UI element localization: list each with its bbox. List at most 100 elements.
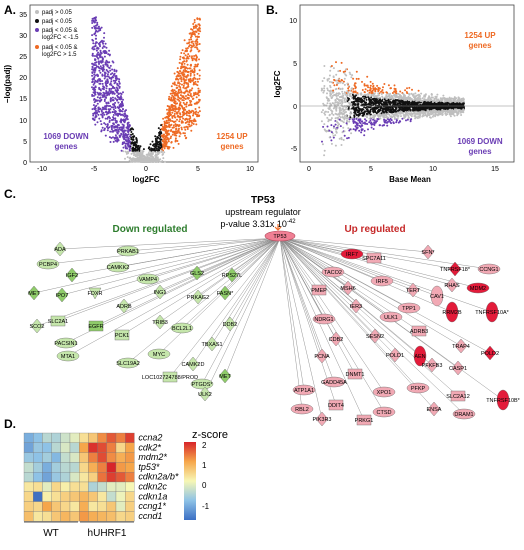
ma-dot — [405, 111, 408, 114]
ma-dot — [383, 116, 386, 119]
ma-dot — [443, 107, 446, 110]
ma-dot — [400, 106, 403, 109]
ma-dot — [364, 88, 367, 91]
ma-dot — [347, 87, 350, 90]
volcano-dot — [191, 87, 194, 90]
volcano-dot — [187, 82, 189, 85]
network-edge — [279, 237, 335, 383]
volcano-dot — [99, 82, 102, 85]
volcano-dot — [123, 121, 126, 124]
volcano-dot — [174, 139, 177, 142]
ma-dot — [461, 106, 464, 109]
volcano-dot — [125, 136, 128, 139]
b-xtick: 10 — [429, 166, 437, 173]
volcano-dot — [96, 54, 99, 57]
ma-dot — [363, 121, 366, 124]
ma-dot — [362, 122, 365, 125]
volcano-dot — [141, 151, 144, 154]
ma-dot — [335, 131, 338, 134]
volcano-dot — [103, 77, 106, 80]
volcano-dot — [195, 123, 198, 126]
volcano-dot — [189, 93, 192, 95]
gene-node-label: FASN* — [217, 291, 234, 297]
volcano-dot — [192, 23, 195, 25]
volcano-dot — [99, 27, 102, 30]
volcano-dot — [101, 82, 104, 85]
volcano-dot — [193, 70, 196, 73]
volcano-dot — [192, 42, 195, 45]
volcano-dot — [126, 156, 129, 159]
volcano-dot — [91, 86, 93, 89]
volcano-dot — [93, 16, 96, 19]
ma-dot — [351, 117, 354, 120]
volcano-dot — [177, 72, 180, 75]
ma-dot — [330, 81, 333, 84]
volcano-dot — [107, 91, 110, 94]
legend-item: padj < 0.05 & — [42, 45, 78, 51]
gene-node: PCBP4 — [36, 258, 60, 270]
volcano-dot — [187, 53, 190, 56]
volcano-dot — [99, 80, 102, 83]
volcano-dot — [106, 117, 109, 120]
volcano-dot — [104, 72, 107, 75]
gene-node: MTA1 — [56, 350, 80, 362]
volcano-dot — [174, 123, 177, 126]
volcano-dot — [106, 125, 108, 128]
volcano-dot — [137, 157, 140, 160]
volcano-dot — [109, 97, 112, 100]
ma-dot — [339, 116, 342, 119]
a-ytick: 30 — [19, 33, 27, 40]
gene-node: IRF5 — [370, 275, 394, 287]
volcano-dot — [198, 110, 201, 113]
ma-dot — [331, 110, 334, 113]
volcano-dot — [132, 138, 135, 141]
volcano-dot — [176, 130, 179, 133]
volcano-dot — [175, 90, 177, 93]
volcano-dot — [115, 120, 118, 123]
volcano-dot — [99, 51, 102, 54]
volcano-dot — [175, 84, 178, 87]
ma-dot — [436, 93, 439, 96]
volcano-dot — [187, 42, 190, 45]
gene-node-label: RRM2B — [442, 310, 462, 316]
gene-node-label: VAMP4 — [139, 277, 157, 283]
gene-node: PTGDS* — [190, 378, 213, 390]
ma-dot — [404, 115, 407, 118]
volcano-dot — [110, 128, 113, 131]
ma-dot — [360, 120, 363, 123]
legend-purple-dot — [35, 28, 39, 32]
ma-dot — [349, 116, 352, 119]
volcano-dot — [107, 53, 110, 56]
volcano-dot — [191, 57, 194, 60]
ma-dot — [441, 101, 444, 104]
volcano-dot — [109, 130, 112, 133]
a-ytick: 5 — [23, 139, 27, 146]
volcano-dot — [92, 104, 95, 107]
ma-dot — [389, 106, 392, 109]
volcano-dot — [180, 91, 183, 94]
ma-dot — [426, 112, 429, 115]
ma-dot — [374, 104, 377, 107]
ma-dot — [406, 87, 408, 90]
ma-dot — [394, 101, 397, 103]
legend-item: padj > 0.05 — [42, 10, 73, 16]
volcano-dot — [115, 136, 118, 139]
volcano-dot — [126, 140, 129, 143]
ma-dot — [393, 93, 396, 96]
volcano-dot — [167, 129, 170, 132]
ma-dot — [334, 117, 337, 120]
volcano-dot — [198, 106, 201, 109]
volcano-dot — [94, 58, 96, 61]
volcano-dot — [116, 77, 119, 80]
volcano-dot — [109, 69, 112, 72]
gene-node-label: PACSIN1 — [54, 341, 77, 347]
ma-dot — [358, 97, 361, 100]
ma-dot — [385, 115, 388, 118]
volcano-dot — [193, 92, 195, 95]
ma-dot — [341, 107, 344, 110]
panel-b-letter: B. — [266, 3, 278, 17]
volcano-dot — [93, 87, 96, 90]
ma-dot — [382, 86, 384, 89]
volcano-dot — [93, 21, 96, 24]
ma-dot — [418, 107, 421, 110]
